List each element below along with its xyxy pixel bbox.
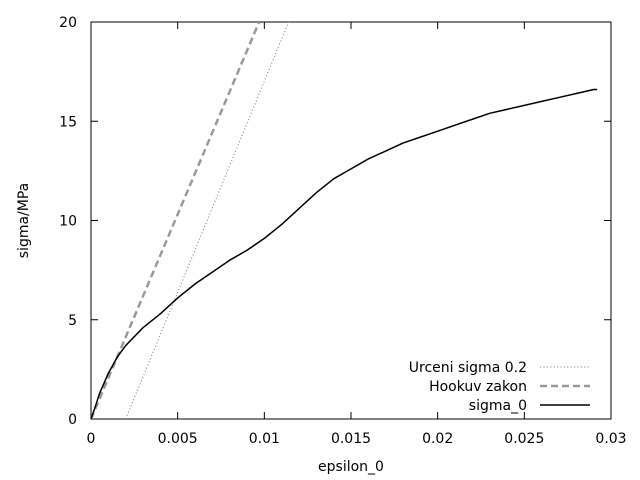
legend-label: sigma_0 bbox=[469, 398, 527, 414]
y-tick-label: 0 bbox=[68, 412, 77, 428]
series-line-1 bbox=[91, 22, 261, 419]
series-line-0 bbox=[125, 22, 290, 419]
y-axis-ticks: 0 5 10 15 20 bbox=[59, 15, 611, 428]
y-tick-label: 5 bbox=[68, 313, 77, 329]
x-tick-label: 0.015 bbox=[331, 431, 371, 447]
legend-label: Hookuv zakon bbox=[429, 379, 527, 395]
plot-frame bbox=[90, 21, 612, 420]
y-tick-label: 10 bbox=[59, 214, 77, 230]
x-tick-label: 0.005 bbox=[158, 431, 198, 447]
series-line-2 bbox=[91, 88, 598, 419]
y-axis-label: sigma/MPa bbox=[16, 183, 32, 258]
x-axis-ticks: 0 0.005 0.01 0.015 0.02 0.025 0.03 bbox=[87, 22, 627, 447]
x-tick-label: 0.03 bbox=[595, 431, 626, 447]
plot-border bbox=[90, 21, 612, 420]
legend: Urceni sigma 0.2 Hookuv zakon sigma_0 bbox=[409, 360, 590, 414]
x-tick-label: 0 bbox=[87, 431, 96, 447]
legend-label: Urceni sigma 0.2 bbox=[409, 360, 527, 376]
y-tick-label: 15 bbox=[59, 114, 77, 130]
series-layer bbox=[91, 22, 598, 419]
x-tick-label: 0.025 bbox=[504, 431, 544, 447]
y-tick-label: 20 bbox=[59, 15, 77, 31]
x-tick-label: 0.02 bbox=[422, 431, 453, 447]
x-axis-label: epsilon_0 bbox=[318, 459, 384, 475]
x-tick-label: 0.01 bbox=[249, 431, 280, 447]
